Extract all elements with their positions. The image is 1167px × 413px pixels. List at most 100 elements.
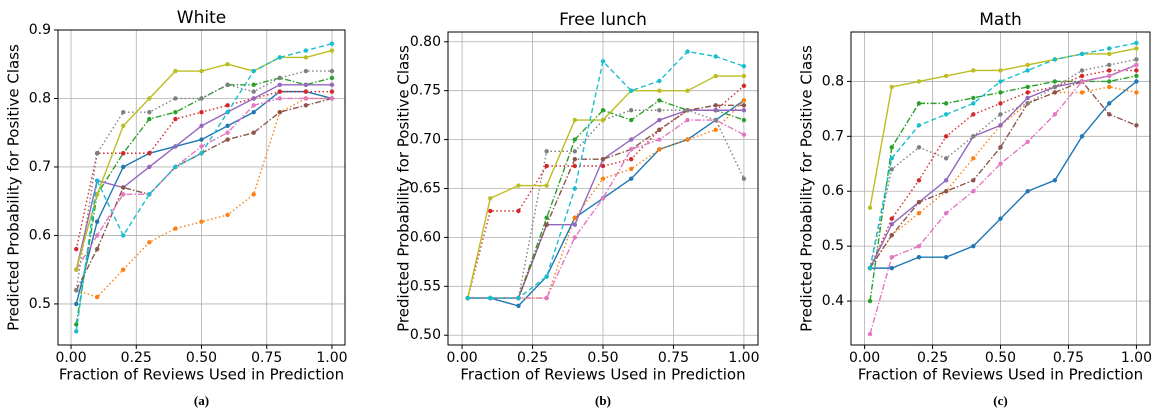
marker: [657, 108, 662, 113]
y-tick-label: 0.50: [410, 327, 441, 343]
marker: [1052, 112, 1058, 117]
marker: [916, 79, 922, 84]
series-line: [467, 99, 745, 307]
marker: [251, 130, 256, 135]
marker: [867, 205, 873, 210]
series-line: [869, 64, 1137, 269]
marker: [889, 254, 894, 260]
marker: [713, 103, 718, 108]
marker: [303, 68, 309, 74]
marker: [741, 132, 747, 137]
marker: [1107, 62, 1112, 68]
marker: [1052, 178, 1058, 183]
marker: [1134, 79, 1139, 84]
marker: [199, 137, 204, 142]
marker: [516, 295, 521, 301]
x-tick-label: 0.25: [121, 350, 152, 366]
marker: [121, 185, 126, 190]
marker: [889, 145, 894, 150]
marker: [94, 294, 100, 300]
series-line: [467, 109, 745, 299]
marker: [303, 103, 309, 108]
marker: [147, 240, 152, 245]
marker: [998, 216, 1003, 221]
marker: [1107, 51, 1112, 57]
marker: [971, 178, 976, 183]
x-tick-label: 0.25: [517, 350, 548, 366]
marker: [572, 149, 578, 154]
marker: [121, 192, 126, 197]
marker: [998, 112, 1003, 117]
marker: [199, 144, 204, 149]
marker: [1025, 139, 1030, 145]
marker: [741, 83, 747, 88]
x-tick-label: 0.75: [251, 350, 282, 366]
marker: [1052, 57, 1058, 62]
x-tick-label: 0.50: [587, 350, 618, 366]
x-tick-label: 0.75: [1053, 350, 1084, 366]
marker: [147, 109, 152, 115]
marker: [1079, 79, 1085, 84]
marker: [1025, 189, 1030, 194]
marker: [685, 117, 690, 123]
marker: [943, 178, 949, 183]
marker: [916, 211, 922, 216]
marker: [329, 82, 335, 87]
marker: [998, 145, 1003, 150]
marker: [1134, 46, 1139, 51]
x-tick-label: 0.00: [55, 350, 86, 366]
series-line: [467, 99, 745, 299]
y-tick-label: 0.5: [29, 296, 51, 312]
marker: [251, 68, 256, 74]
marker: [251, 82, 256, 87]
marker: [251, 192, 256, 197]
marker: [1079, 51, 1085, 57]
marker: [998, 123, 1003, 128]
marker: [277, 75, 282, 81]
chart-title: White: [177, 8, 226, 28]
marker: [713, 73, 718, 79]
marker: [943, 101, 949, 106]
marker: [657, 78, 662, 84]
marker: [1134, 68, 1139, 73]
marker: [225, 82, 230, 87]
marker: [628, 117, 634, 123]
marker: [867, 331, 873, 337]
y-tick-label: 0.65: [410, 181, 441, 197]
marker: [916, 123, 922, 128]
series-line: [467, 119, 745, 299]
marker: [173, 144, 178, 149]
marker: [1052, 90, 1058, 95]
marker: [600, 176, 606, 181]
y-axis-label: Predicted Probability for Positive Class: [798, 45, 816, 332]
marker: [971, 134, 976, 139]
marker: [1052, 84, 1058, 90]
marker: [713, 127, 718, 133]
marker: [657, 147, 662, 152]
marker: [741, 98, 747, 103]
x-tick-label: 1.00: [728, 350, 759, 366]
marker: [225, 137, 230, 142]
marker: [173, 96, 178, 101]
marker: [199, 219, 204, 224]
caption: (a): [194, 393, 209, 408]
marker: [199, 96, 204, 101]
marker: [544, 274, 549, 279]
marker: [889, 232, 894, 238]
marker: [199, 68, 204, 74]
marker: [657, 127, 662, 133]
marker: [628, 88, 634, 93]
marker: [544, 222, 549, 227]
marker: [329, 68, 335, 74]
x-axis-label: Fraction of Reviews Used in Prediction: [460, 366, 745, 384]
marker: [971, 101, 976, 106]
y-tick-label: 0.75: [410, 83, 441, 99]
series-line: [467, 99, 745, 299]
marker: [685, 137, 690, 142]
marker: [741, 103, 747, 108]
marker: [329, 96, 335, 101]
marker: [74, 329, 79, 334]
marker: [1079, 68, 1085, 73]
marker: [889, 221, 894, 227]
marker: [121, 123, 126, 129]
